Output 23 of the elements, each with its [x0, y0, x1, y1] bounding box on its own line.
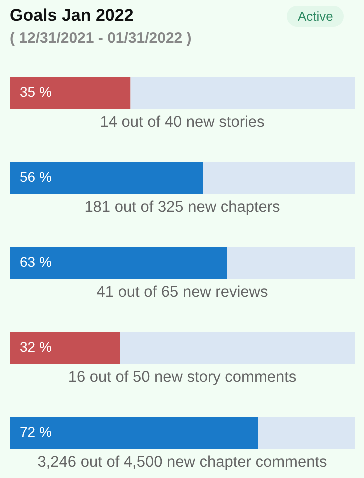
data-label: 35 %	[20, 84, 52, 100]
bar	[10, 162, 204, 194]
y-tick-label: 16 out of 50 new story comments	[68, 369, 297, 386]
data-label: 56 %	[20, 169, 52, 185]
bar	[120, 332, 355, 364]
bar	[10, 247, 228, 279]
y-tick-label: 181 out of 325 new chapters	[84, 199, 281, 216]
chart-title: Goals Jan 2022	[10, 6, 134, 25]
data-label: 32 %	[20, 339, 52, 355]
data-label: 72 %	[20, 424, 52, 440]
bar	[203, 162, 355, 194]
bar	[258, 417, 355, 449]
bar	[130, 77, 355, 109]
bar	[227, 247, 355, 279]
y-tick-label: 14 out of 40 new stories	[100, 114, 266, 131]
y-tick-label: 41 out of 65 new reviews	[96, 284, 268, 301]
text: Active	[287, 6, 344, 27]
bar	[10, 417, 258, 449]
bar	[10, 77, 131, 109]
y-tick-label: 3,246 out of 4,500 new chapter comments	[38, 454, 328, 471]
bar	[10, 332, 120, 364]
chart-subtitle: ( 12/31/2021 - 01/31/2022 )	[10, 30, 192, 47]
data-label: 63 %	[20, 254, 52, 270]
